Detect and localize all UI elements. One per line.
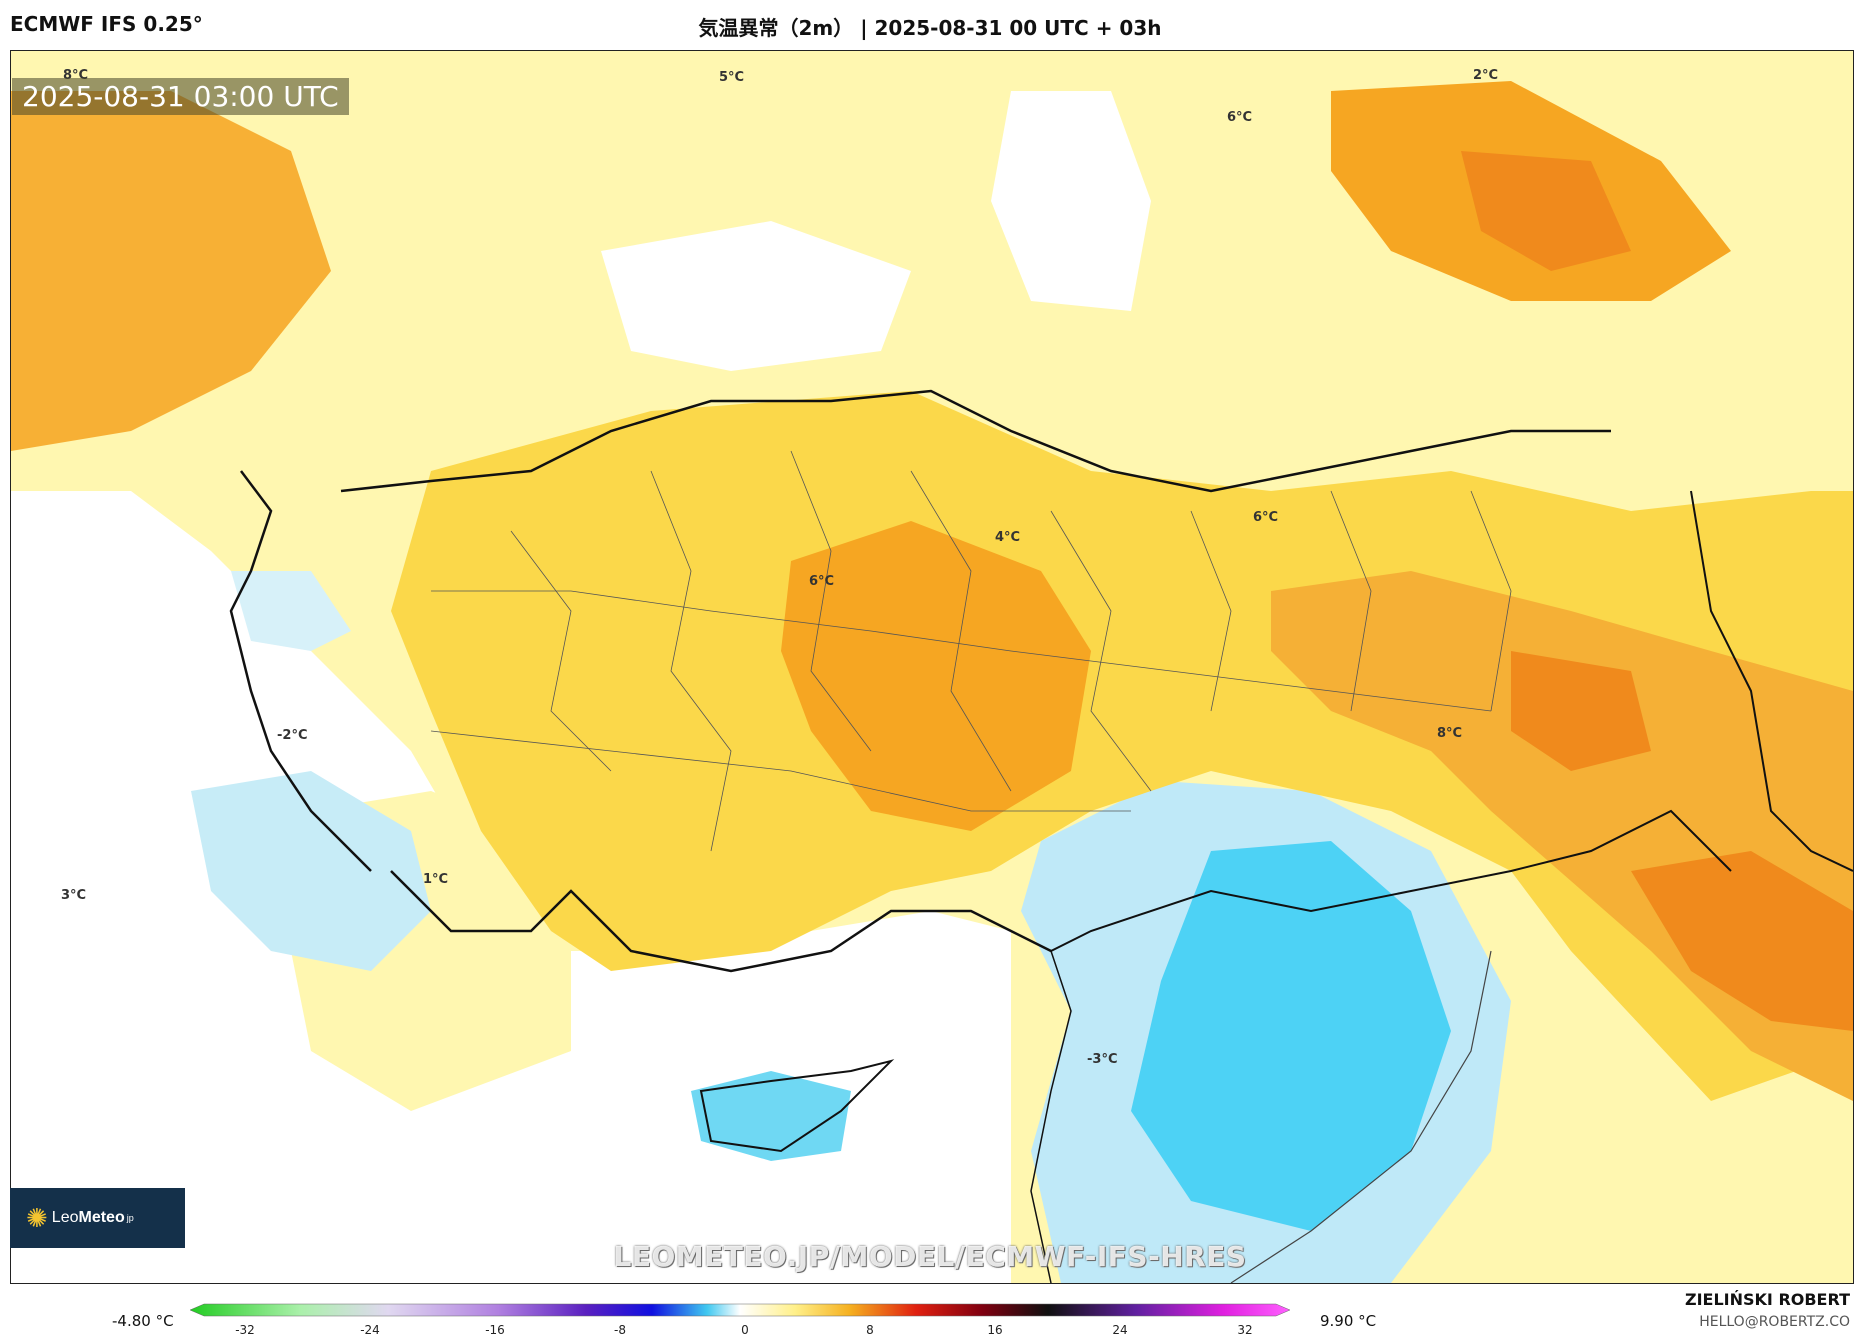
east-orange-core — [1511, 651, 1651, 771]
site-watermark: LEOMETEO.JP/MODEL/ECMWF-IFS-HRES — [613, 1240, 1247, 1273]
author-credit: ZIELIŃSKI ROBERT — [1684, 1290, 1850, 1309]
colorbar-tick: -24 — [360, 1323, 380, 1337]
temp-label: 3°C — [61, 888, 86, 903]
colorbar-tick: 24 — [1112, 1323, 1127, 1337]
anatolia-yellow — [391, 391, 1853, 1101]
temp-label: -2°C — [277, 728, 307, 743]
valid-time-badge: 2025-08-31 03:00 UTC — [12, 78, 349, 115]
map-panel: 8°C 5°C 2°C 6°C 6°C 4°C 6°C -2°C 8°C 1°C… — [10, 50, 1854, 1284]
temp-label: 4°C — [995, 530, 1020, 545]
cyprus-blue — [691, 1071, 851, 1161]
logo-text-light: Leo — [51, 1209, 79, 1226]
province-lines — [430, 450, 1512, 852]
colorbar-gradient — [190, 1303, 1291, 1317]
iran-border — [1690, 490, 1853, 872]
anomaly-map: 8°C 5°C 2°C 6°C 6°C 4°C 6°C -2°C 8°C 1°C… — [11, 51, 1853, 1283]
temp-label: 2°C — [1473, 68, 1498, 83]
balkans-orange — [11, 91, 331, 451]
colorbar-tick: 0 — [741, 1323, 749, 1337]
colorbar-tick: -8 — [614, 1323, 626, 1337]
temp-label: 6°C — [809, 574, 834, 589]
colorbar-tick: -16 — [485, 1323, 505, 1337]
logo-suffix: jp — [126, 1213, 134, 1223]
cyprus-coastline — [699, 1059, 895, 1153]
colorbar-ticks: -32 -24 -16 -8 0 8 16 24 32 — [235, 1323, 1252, 1337]
black-sea-white-east — [991, 91, 1151, 311]
syria-blue-inner — [1131, 841, 1451, 1231]
temp-label: 5°C — [719, 70, 744, 85]
colorbar-tick: 8 — [866, 1323, 874, 1337]
black-sea-white-patch — [601, 221, 911, 371]
southeast-deep-orange — [1631, 851, 1853, 1031]
dodecanese-blue — [191, 771, 431, 971]
chart-title: 気温異常（2m） | 2025-08-31 00 UTC + 03h — [698, 16, 1162, 40]
aegean-coastline — [229, 470, 372, 872]
author-email[interactable]: HELLO@ROBERTZ.CO — [1699, 1314, 1850, 1330]
central-anatolia-orange — [781, 521, 1091, 831]
colorbar-tick: 16 — [987, 1323, 1002, 1337]
sun-icon: ✺ — [26, 1202, 48, 1233]
black-sea-coastline — [340, 389, 1611, 493]
temp-label: 6°C — [1227, 110, 1252, 125]
syria-iraq-border — [1230, 950, 1492, 1283]
temp-label: 6°C — [1253, 510, 1278, 525]
syria-border — [1050, 809, 1732, 952]
colorbar-tick: 32 — [1237, 1323, 1252, 1337]
temp-label: 8°C — [1437, 726, 1462, 741]
logo-text-bold: Meteo — [78, 1209, 125, 1226]
leometeo-logo[interactable]: ✺ Leo Meteo jp — [10, 1188, 185, 1248]
colorbar: -32 -24 -16 -8 0 8 16 24 32 — [190, 1303, 1291, 1337]
lebanon-border — [1030, 950, 1072, 1283]
caucasus-deep-orange — [1461, 151, 1631, 271]
temp-label: -3°C — [1087, 1052, 1117, 1067]
temp-label: 1°C — [423, 872, 448, 887]
model-title: ECMWF IFS 0.25° — [10, 12, 203, 36]
aegean-blue-north — [231, 571, 351, 651]
colorbar-tick: -32 — [235, 1323, 255, 1337]
colorbar-min-label: -4.80 °C — [112, 1312, 174, 1330]
colorbar-max-label: 9.90 °C — [1320, 1312, 1377, 1330]
mediterranean-coastline — [390, 870, 1052, 973]
